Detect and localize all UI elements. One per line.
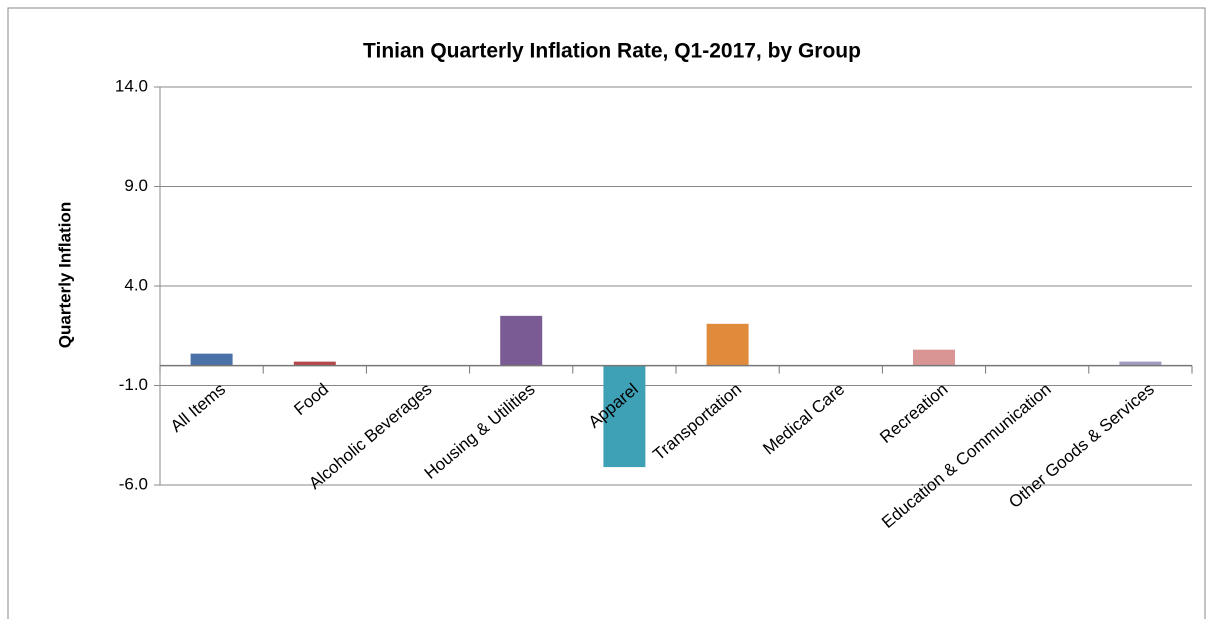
bar — [1119, 361, 1162, 366]
bar — [603, 365, 646, 468]
y-tick-label: 9.0 — [124, 176, 148, 195]
bar — [913, 349, 955, 366]
y-tick-label: -1.0 — [119, 375, 148, 394]
bar — [500, 315, 543, 366]
x-tick-label: Recreation — [876, 380, 951, 447]
x-tick-label: Education & Communication — [878, 380, 1055, 532]
x-tick-label: All Items — [167, 380, 229, 436]
x-tick-label: Medical Care — [759, 380, 848, 459]
y-tick-label: 14.0 — [115, 76, 148, 95]
bar — [190, 353, 233, 366]
y-axis-label: Quarterly Inflation — [55, 202, 74, 348]
chart-title: Tinian Quarterly Inflation Rate, Q1-2017… — [363, 40, 861, 63]
x-tick-label: Transportation — [649, 380, 745, 465]
chart-border — [7, 7, 1206, 619]
bar — [293, 361, 336, 366]
y-tick-label: 4.0 — [124, 275, 148, 294]
y-tick-label: -6.0 — [119, 474, 148, 493]
bar — [706, 323, 749, 366]
x-tick-label: Housing & Utilities — [421, 380, 539, 483]
